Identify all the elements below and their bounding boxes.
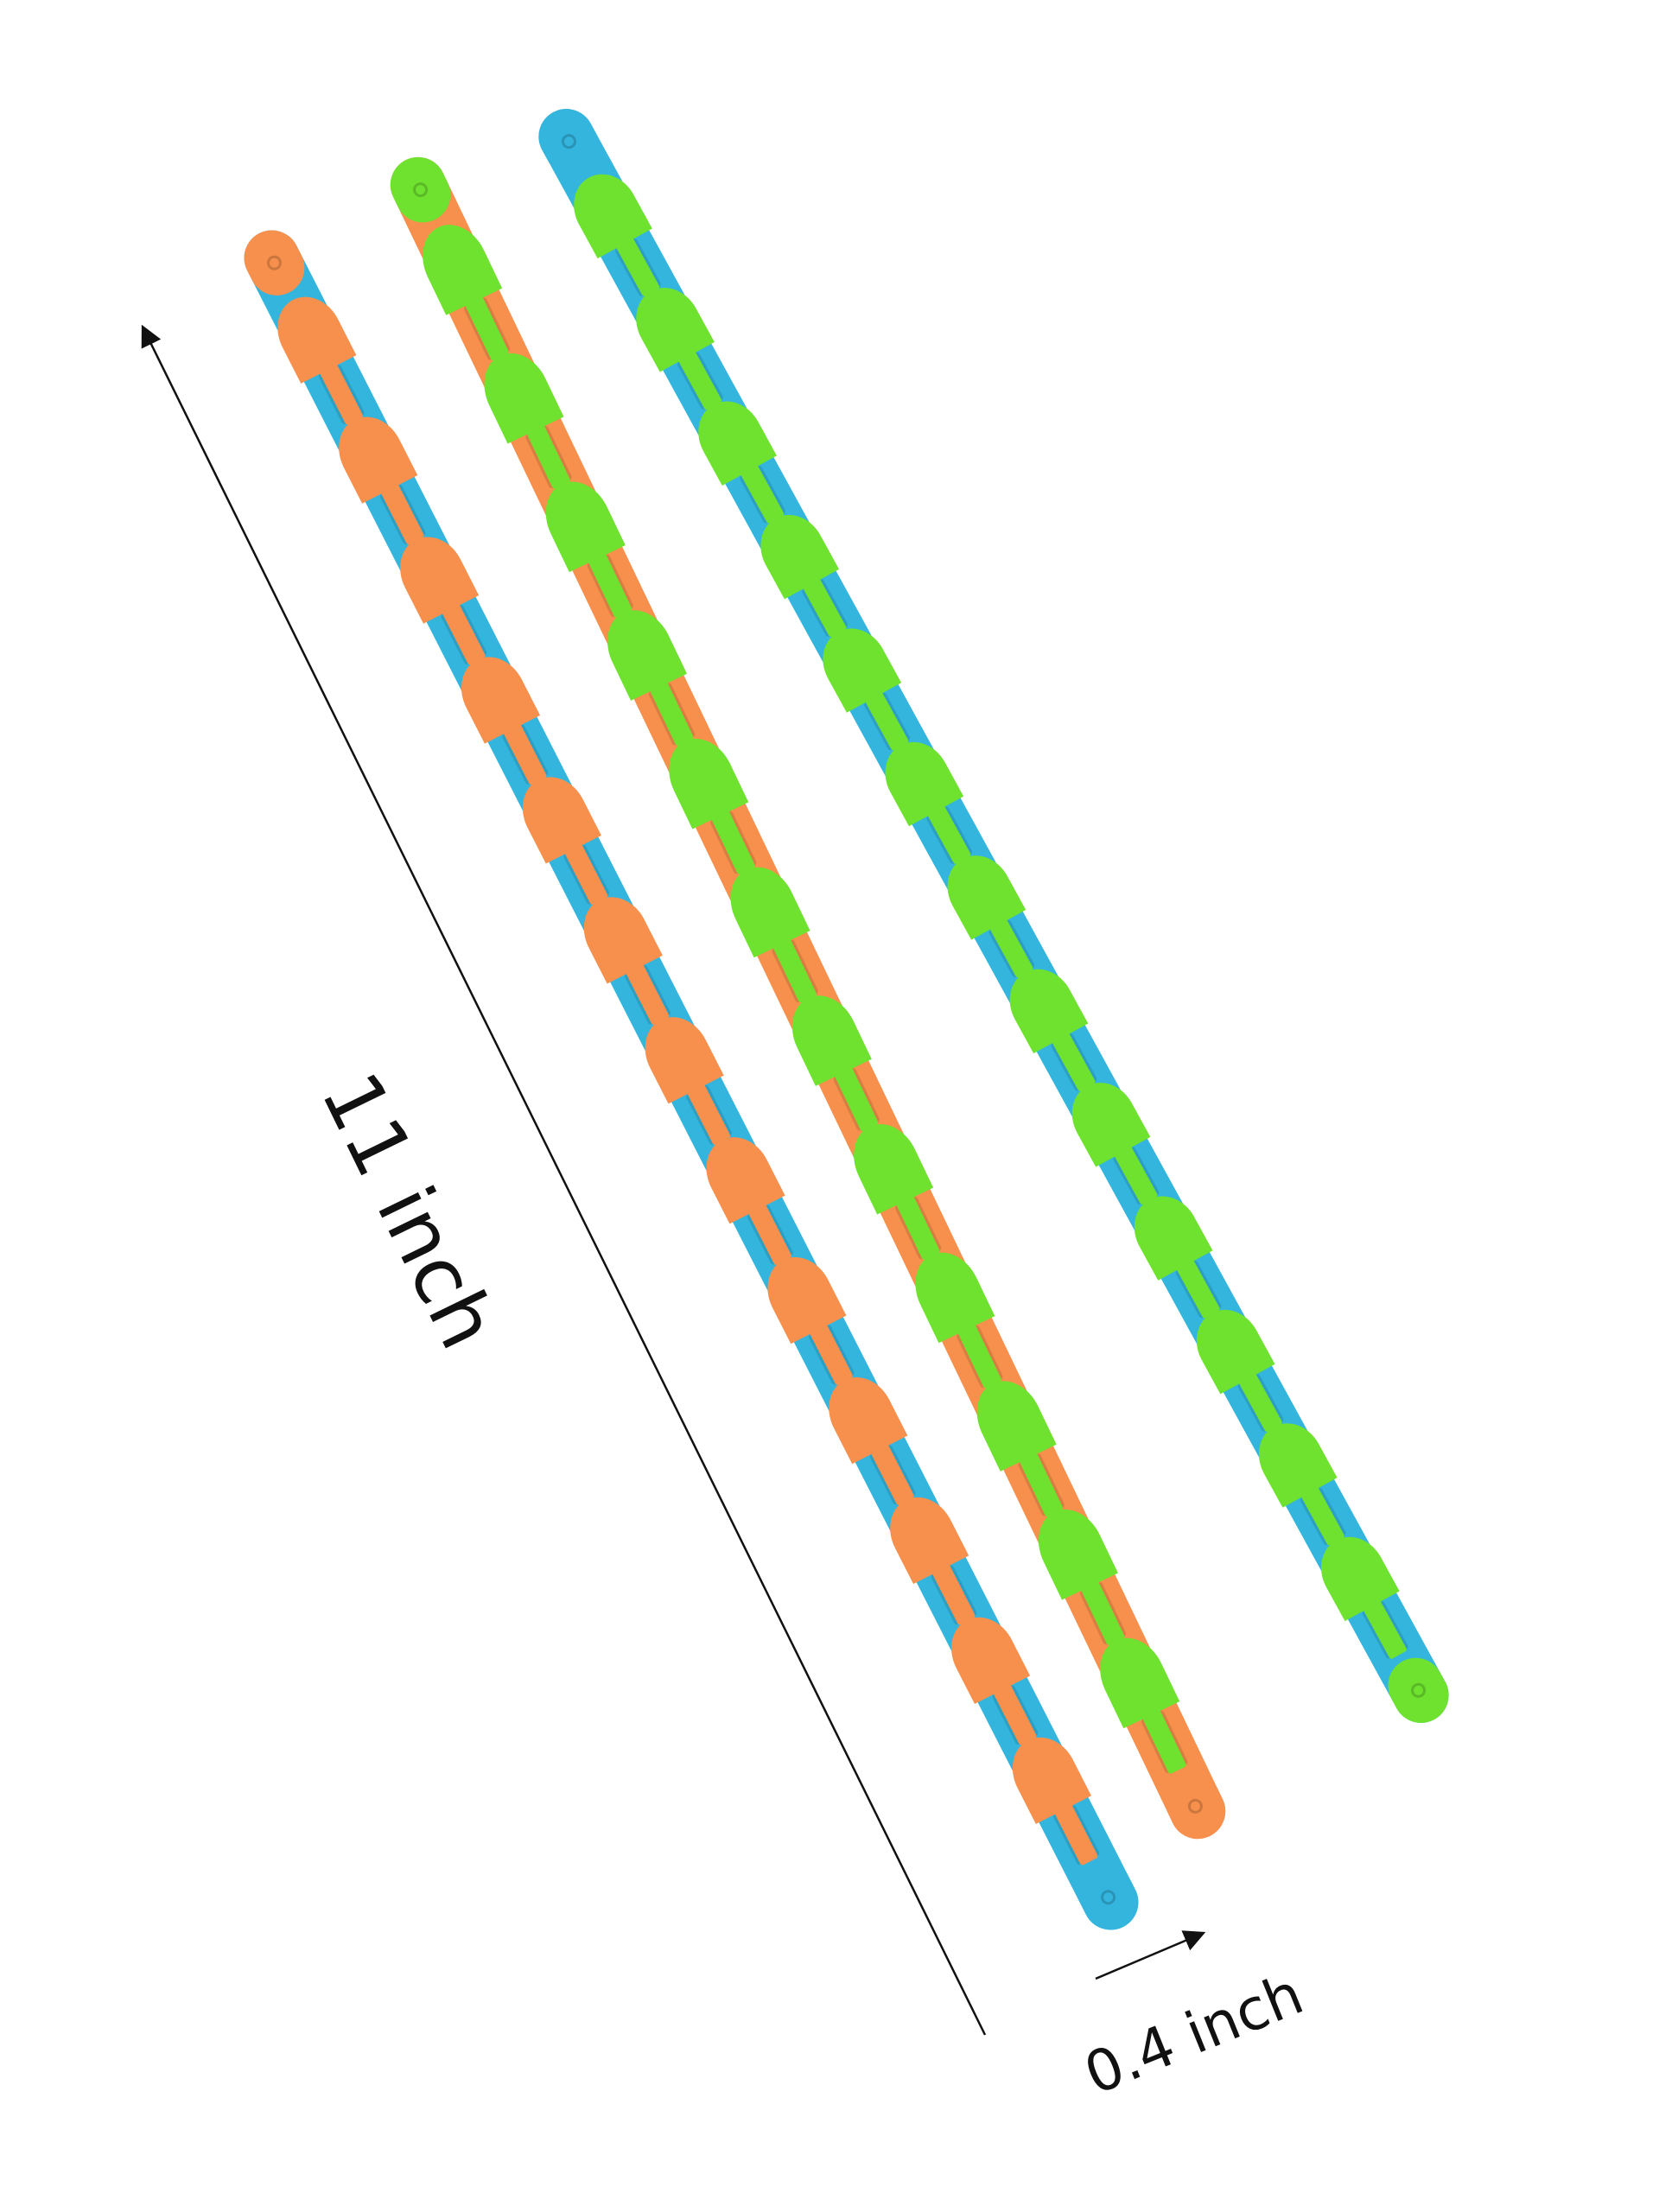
link-stem bbox=[378, 480, 424, 545]
cap-dot bbox=[266, 255, 282, 270]
link-stem bbox=[1236, 1370, 1282, 1432]
link-head bbox=[1071, 1083, 1151, 1167]
link-stem bbox=[1141, 1705, 1186, 1774]
toy-track-3 bbox=[538, 109, 1449, 1723]
link-head bbox=[1039, 1509, 1118, 1600]
link-stem bbox=[925, 802, 971, 864]
link-head bbox=[854, 1123, 934, 1215]
link-stem bbox=[586, 549, 632, 618]
link-stem bbox=[501, 720, 547, 785]
length-arrow bbox=[141, 324, 987, 2036]
toy-track-2 bbox=[390, 156, 1226, 1840]
link-head bbox=[947, 855, 1027, 940]
link-stem bbox=[868, 1440, 914, 1505]
link-stem bbox=[1078, 1576, 1125, 1645]
link-stem bbox=[801, 575, 847, 637]
link-head bbox=[423, 225, 503, 315]
link-head bbox=[574, 174, 652, 259]
link-head bbox=[698, 401, 777, 486]
link-stem bbox=[771, 934, 817, 1003]
link-stem bbox=[807, 1319, 853, 1385]
link-stem bbox=[739, 461, 785, 524]
link-stem bbox=[1017, 1448, 1063, 1517]
cap-dot bbox=[1101, 1890, 1116, 1905]
link-stem bbox=[930, 1560, 976, 1625]
link-stem bbox=[747, 1199, 791, 1265]
toys-layer bbox=[244, 109, 1449, 1930]
link-stem bbox=[1174, 1255, 1220, 1319]
link-head bbox=[669, 738, 749, 830]
link-head bbox=[890, 1497, 969, 1585]
link-stem bbox=[440, 600, 486, 665]
end-cap-top bbox=[244, 230, 305, 296]
link-head bbox=[1258, 1423, 1338, 1508]
link-head bbox=[791, 995, 872, 1086]
link-head bbox=[760, 514, 840, 600]
link-stem bbox=[1299, 1483, 1344, 1546]
link-head bbox=[1100, 1637, 1180, 1729]
link-head bbox=[1196, 1309, 1275, 1395]
link-stem bbox=[709, 805, 755, 874]
link-stem bbox=[676, 347, 722, 410]
end-cap-top bbox=[538, 109, 600, 175]
link-stem bbox=[563, 840, 608, 905]
link-stem bbox=[988, 915, 1033, 978]
link-stem bbox=[1050, 1028, 1096, 1091]
link-stem bbox=[863, 688, 909, 751]
link-stem bbox=[463, 291, 509, 361]
link-head bbox=[1013, 1737, 1091, 1824]
link-head bbox=[976, 1381, 1057, 1471]
link-head bbox=[730, 867, 810, 958]
cap-dot bbox=[413, 182, 429, 198]
link-head bbox=[522, 777, 601, 864]
end-cap-top bbox=[390, 156, 451, 223]
link-stem bbox=[1361, 1596, 1407, 1659]
link-stem bbox=[685, 1080, 731, 1145]
link-head bbox=[823, 628, 902, 713]
link-stem bbox=[524, 420, 570, 489]
cap-dot bbox=[1187, 1798, 1203, 1814]
link-head bbox=[277, 296, 357, 384]
link-stem bbox=[1112, 1142, 1158, 1205]
link-head bbox=[1009, 969, 1089, 1054]
link-head bbox=[339, 416, 418, 504]
link-stem bbox=[991, 1680, 1037, 1745]
link-head bbox=[706, 1137, 785, 1224]
width-arrow bbox=[1095, 1930, 1206, 1980]
link-head bbox=[1321, 1536, 1400, 1622]
link-head bbox=[829, 1376, 908, 1465]
end-cap-bottom bbox=[1165, 1773, 1226, 1840]
link-stem bbox=[1052, 1800, 1098, 1866]
link-head bbox=[484, 353, 564, 444]
cap-dot bbox=[561, 134, 576, 149]
link-head bbox=[885, 741, 964, 827]
link-head bbox=[915, 1252, 995, 1344]
link-stem bbox=[317, 359, 363, 425]
link-head bbox=[545, 481, 626, 573]
link-stem bbox=[832, 1063, 879, 1132]
link-head bbox=[645, 1017, 724, 1104]
end-cap-bottom bbox=[1077, 1865, 1139, 1930]
link-stem bbox=[956, 1319, 1001, 1389]
link-head bbox=[636, 288, 715, 372]
link-stem bbox=[893, 1191, 940, 1260]
link-head bbox=[1134, 1196, 1213, 1281]
toy-track-1 bbox=[244, 230, 1139, 1930]
link-head bbox=[400, 537, 480, 624]
link-head bbox=[951, 1617, 1031, 1705]
link-head bbox=[583, 897, 663, 984]
cap-dot bbox=[1411, 1682, 1427, 1698]
end-cap-bottom bbox=[1388, 1657, 1449, 1723]
link-head bbox=[461, 657, 541, 744]
link-head bbox=[607, 610, 688, 701]
link-head bbox=[767, 1257, 847, 1344]
link-stem bbox=[647, 677, 694, 747]
link-stem bbox=[624, 960, 670, 1025]
link-stem bbox=[613, 233, 659, 296]
